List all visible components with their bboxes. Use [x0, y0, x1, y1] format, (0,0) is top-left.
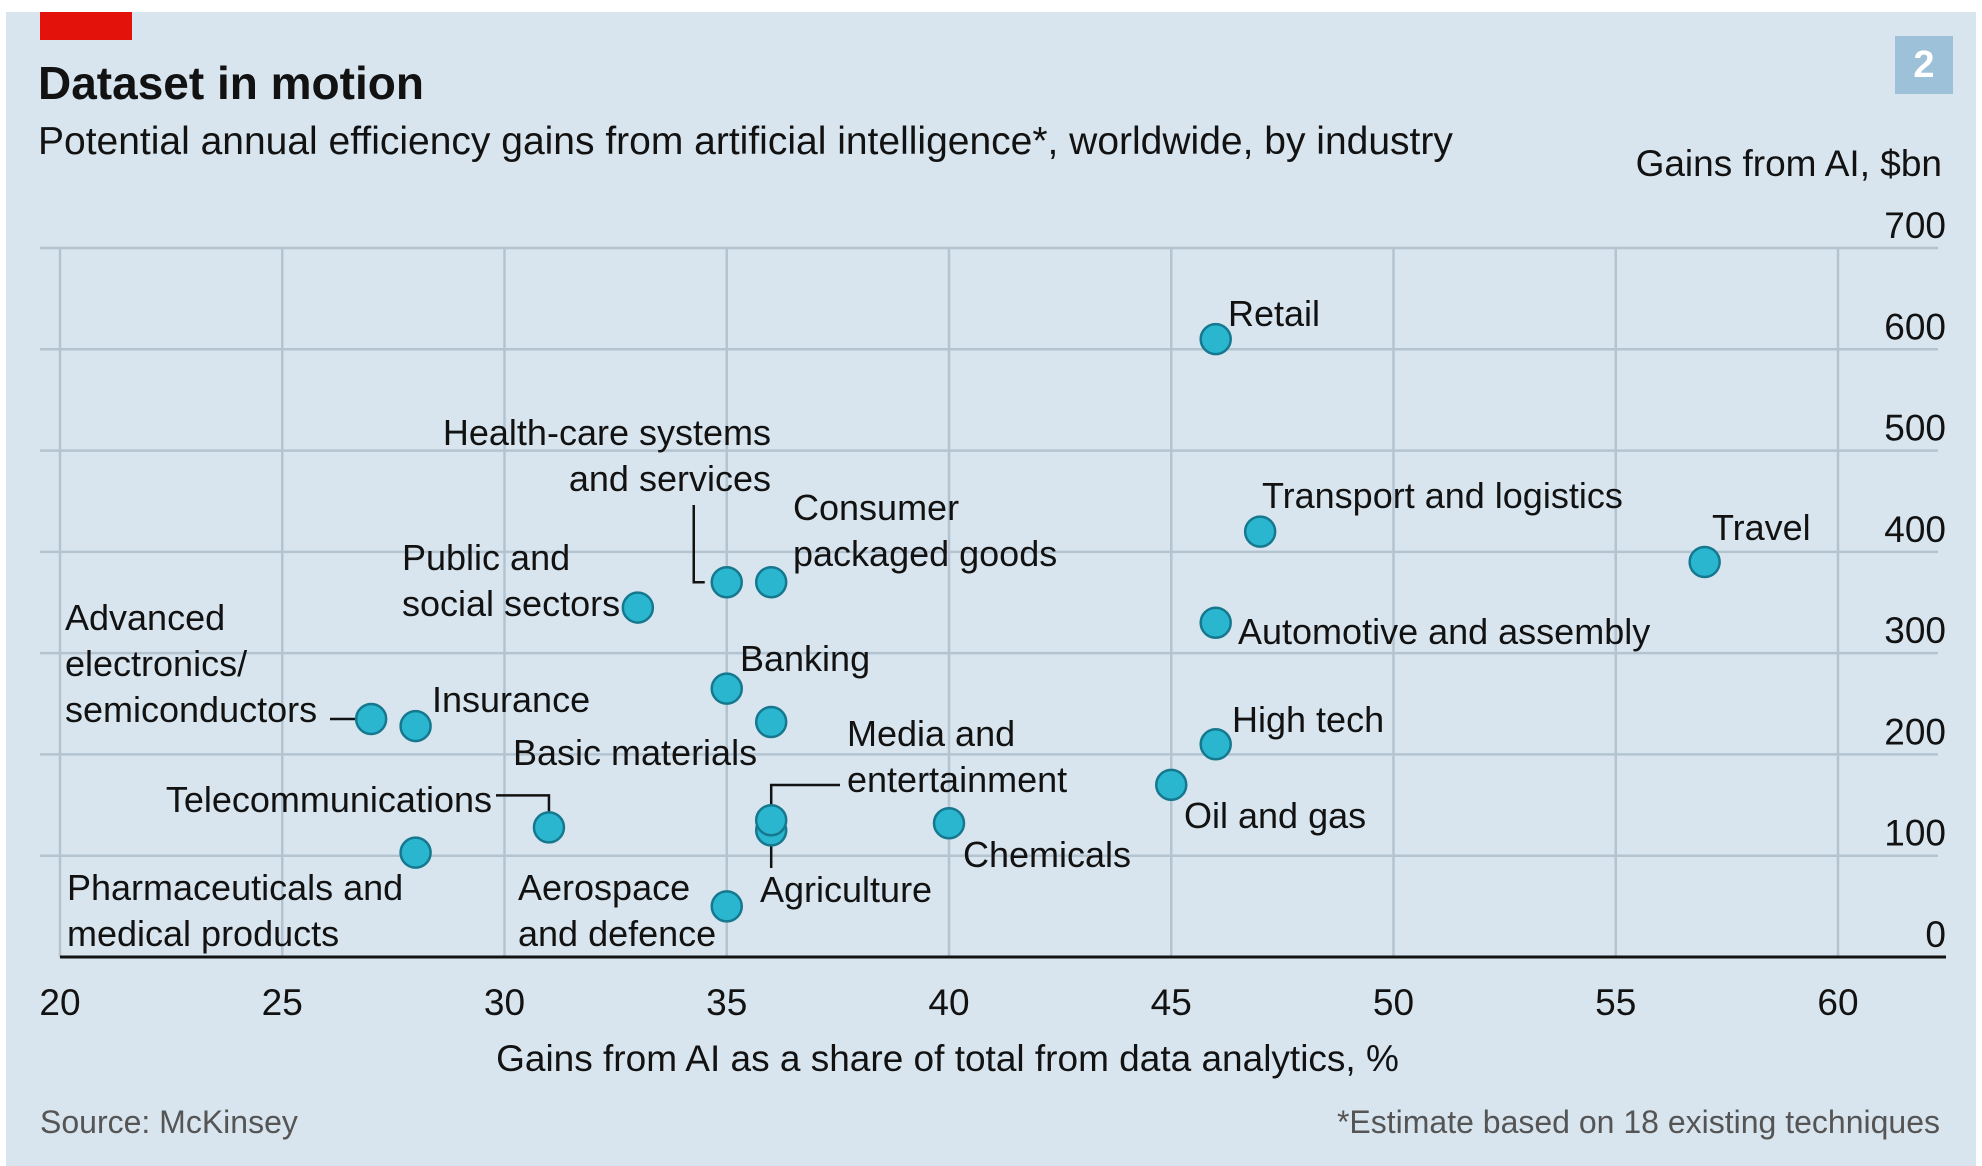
data-point — [1199, 322, 1232, 356]
y-tick-label: 300 — [1884, 610, 1946, 651]
point-label: Telecommunications — [166, 779, 492, 820]
data-point — [754, 804, 788, 837]
data-point — [710, 890, 743, 923]
data-point — [1243, 515, 1277, 548]
y-tick-label: 500 — [1884, 408, 1946, 449]
brand-accent-bar — [40, 12, 132, 40]
y-tick-label: 200 — [1884, 711, 1946, 752]
point-label: Advanced electronics/semiconductors — [65, 597, 317, 730]
point-label: High tech — [1232, 699, 1384, 740]
data-points — [354, 322, 1721, 923]
point-label: Aerospace and defence — [518, 867, 716, 954]
x-axis-label: Gains from AI as a share of total from d… — [496, 1038, 1399, 1079]
leader-lines — [330, 505, 840, 868]
point-label: Public and social sectors — [402, 537, 620, 624]
footnote: *Estimate based on 18 existing technique… — [1336, 1104, 1940, 1140]
x-tick-label: 50 — [1373, 982, 1414, 1023]
point-label: Insurance — [432, 679, 590, 720]
data-point — [932, 807, 966, 840]
point-label: Health-care systems and services — [443, 412, 771, 499]
data-point — [532, 811, 566, 844]
point-label: Agriculture — [760, 869, 932, 910]
data-point — [399, 709, 432, 743]
leader-line — [496, 794, 551, 812]
chart-number-badge: 2 — [1895, 36, 1953, 94]
point-label: Chemicals — [963, 834, 1131, 875]
x-tick-label: 60 — [1817, 982, 1858, 1023]
point-labels: Retail Transport and logistics Travel Autom… — [65, 293, 1811, 954]
data-point — [1688, 545, 1721, 579]
chart-subtitle: Potential annual efficiency gains from a… — [38, 120, 1453, 163]
point-label: Retail — [1228, 293, 1320, 334]
data-point — [399, 836, 432, 869]
point-label: Travel — [1712, 507, 1811, 548]
data-point — [354, 702, 388, 736]
point-label: Automotive and assembly — [1238, 611, 1650, 652]
source-note: Source: McKinsey — [40, 1104, 298, 1140]
x-tick-label: 30 — [484, 982, 525, 1023]
y-tick-label: 400 — [1884, 509, 1946, 550]
point-label: Oil and gas — [1184, 795, 1366, 836]
point-label: Pharmaceuticals and medical products — [67, 867, 403, 954]
point-label: Banking — [740, 638, 870, 679]
point-label: Basic materials — [513, 732, 757, 773]
point-label: Transport and logistics — [1262, 475, 1623, 516]
data-point — [754, 565, 788, 599]
x-tick-label: 35 — [706, 982, 747, 1023]
data-point — [1155, 768, 1188, 802]
x-tick-label: 55 — [1595, 982, 1636, 1023]
axis-ticks: 0 100 200 300 400 500 600 700 20 25 30 35 40 45 50 55 60 — [39, 205, 1946, 1023]
chart-title: Dataset in motion — [38, 57, 424, 109]
x-tick-label: 40 — [928, 982, 969, 1023]
x-tick-label: 25 — [262, 982, 303, 1023]
leader-line — [692, 505, 705, 584]
data-point — [621, 591, 655, 624]
y-tick-label: 700 — [1884, 205, 1946, 246]
data-point — [1199, 606, 1232, 640]
x-tick-label: 45 — [1151, 982, 1192, 1023]
data-point — [1199, 728, 1232, 761]
y-tick-label: 0 — [1925, 914, 1946, 955]
x-tick-label: 20 — [39, 982, 80, 1023]
y-tick-label: 600 — [1884, 306, 1946, 347]
y-tick-label: 100 — [1884, 813, 1946, 854]
leader-line — [769, 783, 840, 807]
point-label: Media and entertainment — [847, 713, 1067, 800]
data-point — [710, 565, 743, 599]
chart-background — [6, 12, 1976, 1166]
grid — [40, 246, 1946, 959]
data-point — [754, 705, 788, 739]
y-axis-label: Gains from AI, $bn — [1635, 143, 1942, 184]
data-point — [710, 672, 743, 705]
point-label: Consumer packaged goods — [793, 487, 1057, 574]
